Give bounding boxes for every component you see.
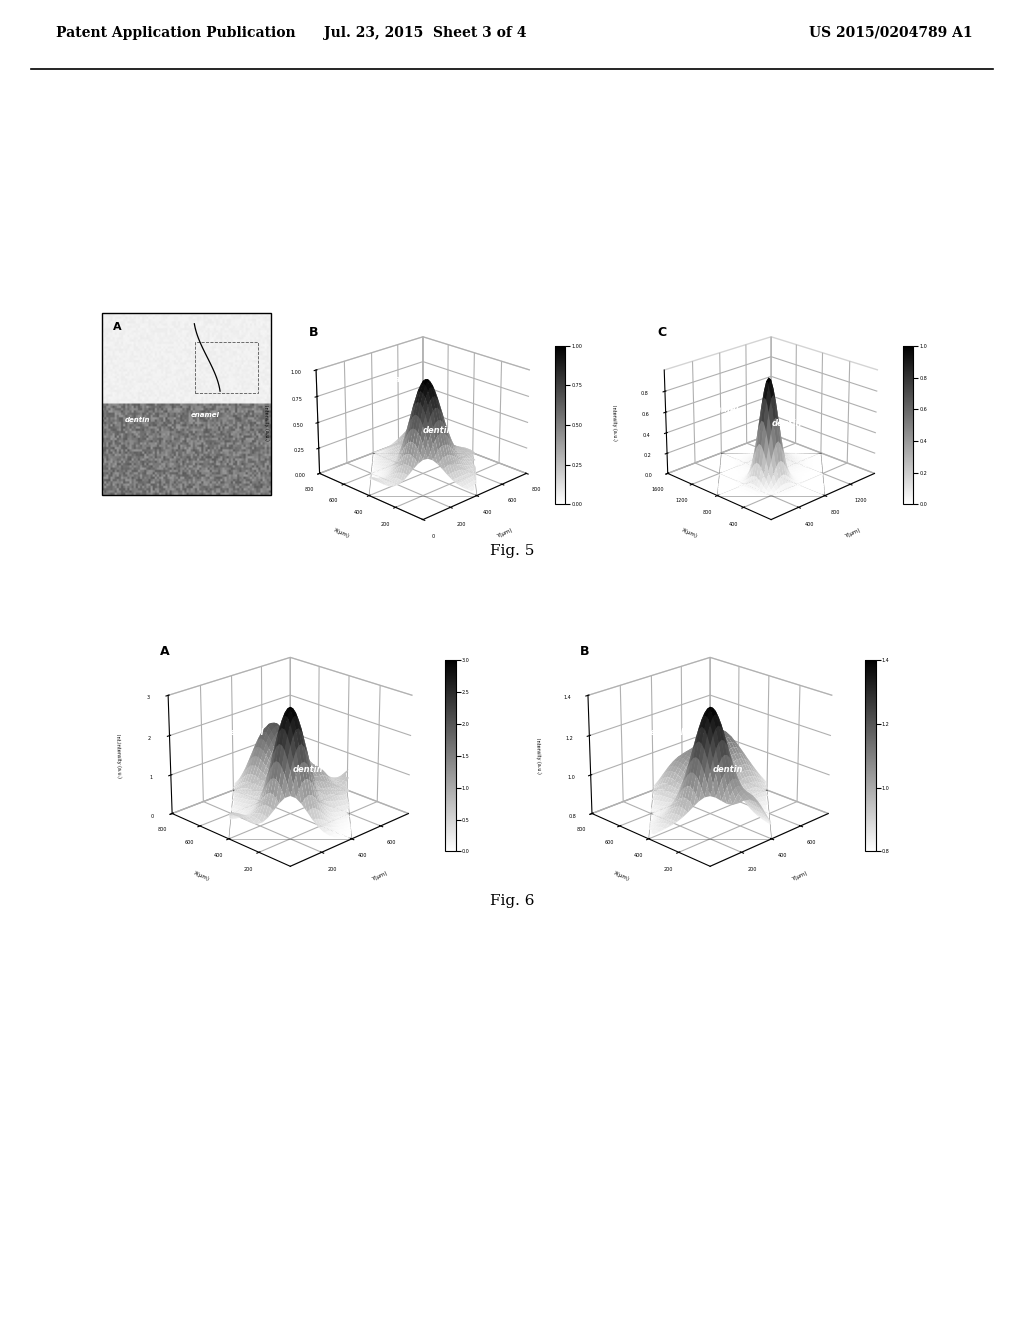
Text: dentin: dentin xyxy=(713,766,743,774)
Text: Fig. 5: Fig. 5 xyxy=(489,544,535,558)
Text: Jul. 23, 2015  Sheet 3 of 4: Jul. 23, 2015 Sheet 3 of 4 xyxy=(324,25,526,40)
Text: A: A xyxy=(160,645,170,659)
Text: dentin: dentin xyxy=(293,766,324,774)
X-axis label: Y(µm): Y(µm) xyxy=(791,871,808,882)
Text: enamel: enamel xyxy=(190,412,219,417)
Text: dentin: dentin xyxy=(124,417,150,424)
Text: C: C xyxy=(657,326,667,339)
Y-axis label: X(µm): X(µm) xyxy=(681,527,698,539)
Text: Fig. 6: Fig. 6 xyxy=(489,894,535,908)
Text: Patent Application Publication: Patent Application Publication xyxy=(56,25,296,40)
Y-axis label: X(µm): X(µm) xyxy=(333,527,350,539)
Text: enamel: enamel xyxy=(705,405,739,414)
Text: enamel: enamel xyxy=(384,375,419,384)
Text: US 2015/0204789 A1: US 2015/0204789 A1 xyxy=(809,25,973,40)
X-axis label: Y(µm): Y(µm) xyxy=(496,528,513,539)
X-axis label: Y(µm): Y(µm) xyxy=(844,528,861,539)
Text: dentin: dentin xyxy=(423,426,454,434)
X-axis label: Y(µm): Y(µm) xyxy=(371,871,388,882)
Y-axis label: X(µm): X(µm) xyxy=(612,871,630,882)
Text: B: B xyxy=(309,326,318,339)
Y-axis label: X(µm): X(µm) xyxy=(193,871,210,882)
Text: enamel: enamel xyxy=(229,729,264,737)
Text: enamel: enamel xyxy=(649,729,684,737)
Text: A: A xyxy=(113,322,121,331)
Text: dentin: dentin xyxy=(771,418,802,428)
Bar xyxy=(196,342,258,393)
Text: B: B xyxy=(580,645,590,659)
